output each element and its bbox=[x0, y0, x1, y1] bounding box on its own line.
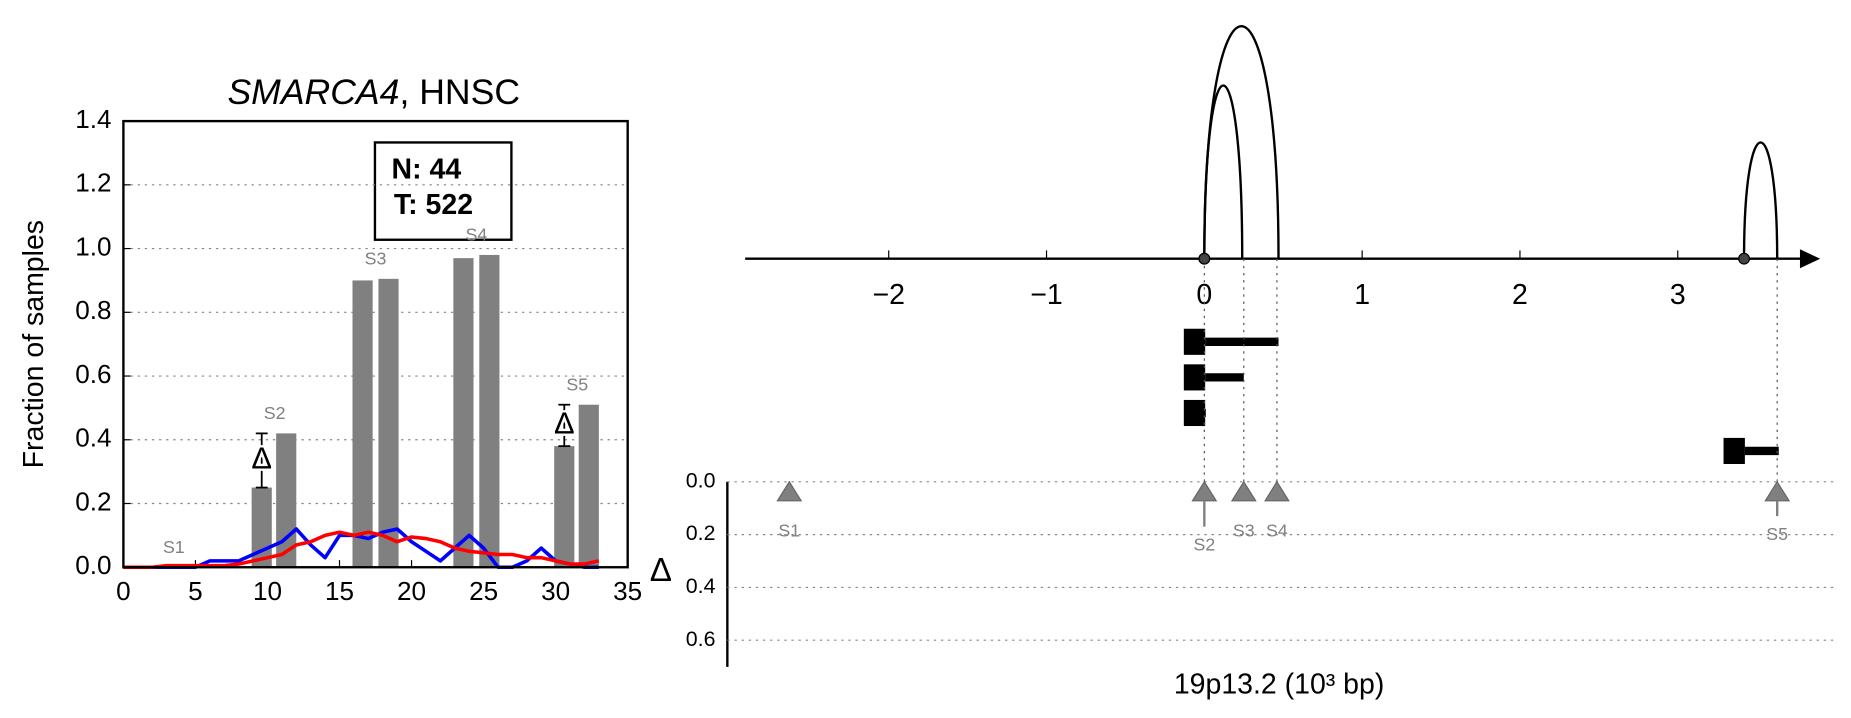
x-axis-label: 19p13.2 (10³ bp) bbox=[1174, 668, 1385, 700]
y-tick-label: 0.6 bbox=[75, 359, 111, 389]
y-tick-label: 1.2 bbox=[75, 168, 111, 198]
feature-box bbox=[1183, 328, 1206, 355]
x-tick-label: 2 bbox=[1512, 279, 1528, 311]
x-tick-label: 35 bbox=[613, 576, 642, 606]
segment-label: S4 bbox=[466, 225, 488, 245]
loop-anchor bbox=[1198, 252, 1211, 265]
x-tick-label: 1 bbox=[1354, 279, 1370, 311]
y-tick-label: 0.4 bbox=[686, 574, 716, 598]
title-rest: , HNSC bbox=[399, 72, 520, 112]
bar bbox=[378, 278, 399, 568]
bar bbox=[453, 258, 474, 568]
bar bbox=[578, 404, 599, 568]
y-axis-label: Fraction of samples bbox=[18, 220, 50, 468]
delta-symbol: Δ bbox=[251, 441, 272, 476]
segment-marker bbox=[1263, 480, 1290, 502]
y-tick-label: 0.0 bbox=[75, 550, 111, 580]
count-normal: N: 44 bbox=[392, 153, 462, 185]
x-tick-label: 0 bbox=[116, 576, 131, 606]
segment-label: S2 bbox=[1193, 534, 1215, 554]
y-tick-label: 0.6 bbox=[686, 627, 716, 651]
title-gene: SMARCA4 bbox=[227, 72, 399, 112]
segment-label: S1 bbox=[778, 520, 800, 540]
plot-frame bbox=[122, 119, 629, 569]
axis-arrow bbox=[1799, 249, 1821, 269]
x-tick-label: −2 bbox=[872, 279, 904, 311]
segment-label: S2 bbox=[264, 403, 286, 423]
segment-label: S4 bbox=[1266, 520, 1288, 540]
y-tick-label: 0.2 bbox=[75, 486, 111, 516]
x-tick-label: 25 bbox=[469, 576, 498, 606]
segment-label: S3 bbox=[365, 249, 387, 269]
x-tick-label: −1 bbox=[1030, 279, 1062, 311]
chart-title: SMARCA4, HNSC bbox=[227, 72, 520, 112]
feature-box bbox=[1183, 399, 1206, 427]
y-tick-label: 0.0 bbox=[686, 468, 716, 492]
x-tick-label: 3 bbox=[1670, 279, 1686, 311]
x-tick-label: 10 bbox=[253, 576, 282, 606]
x-tick-label: 20 bbox=[397, 576, 426, 606]
bar bbox=[554, 446, 575, 568]
loop-arc bbox=[1742, 141, 1779, 259]
delta-axis-label: Δ bbox=[650, 552, 672, 589]
line-series bbox=[123, 530, 600, 570]
x-tick-label: 15 bbox=[325, 576, 354, 606]
y-tick-label: 1.4 bbox=[75, 104, 111, 134]
segment-marker bbox=[1764, 480, 1791, 502]
y-tick-label: 0.4 bbox=[75, 423, 111, 453]
count-tumor: T: 522 bbox=[394, 189, 473, 221]
loop-arc bbox=[1203, 25, 1280, 259]
loop-anchor bbox=[1738, 252, 1750, 265]
feature-box bbox=[1723, 437, 1745, 465]
y-tick-label: 0.8 bbox=[75, 295, 111, 325]
bar bbox=[479, 254, 500, 568]
feature-box bbox=[1183, 364, 1206, 391]
bar bbox=[352, 280, 373, 568]
x-tick-label: 30 bbox=[541, 576, 570, 606]
segment-marker bbox=[776, 480, 803, 502]
segment-marker bbox=[1230, 480, 1257, 502]
segment-label: S5 bbox=[566, 374, 588, 394]
x-tick-label: 5 bbox=[188, 576, 203, 606]
y-tick-label: 0.2 bbox=[686, 521, 716, 545]
y-tick-label: 1.0 bbox=[75, 231, 111, 261]
count-box bbox=[373, 141, 513, 241]
delta-symbol: Δ bbox=[554, 406, 575, 441]
segment-label: S1 bbox=[163, 537, 185, 557]
segment-label: S3 bbox=[1233, 520, 1255, 540]
loop-arc bbox=[1203, 84, 1244, 259]
segment-marker bbox=[1191, 480, 1218, 502]
segment-label: S5 bbox=[1766, 524, 1788, 544]
